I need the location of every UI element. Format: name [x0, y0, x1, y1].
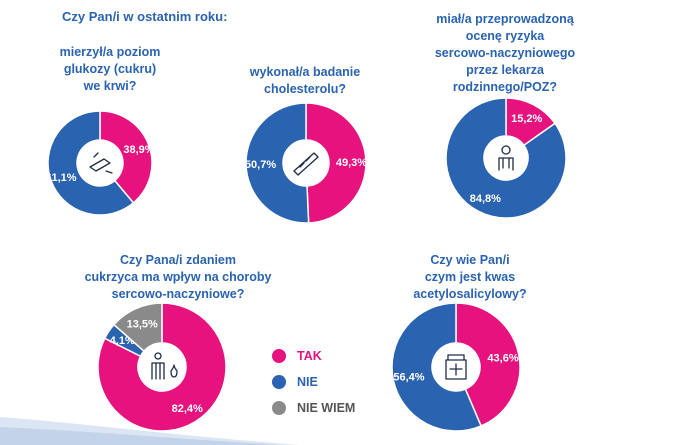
- question-2-title: wykonał/a badanie cholesterolu?: [249, 65, 361, 96]
- donut-slice-label: 43,6%: [487, 352, 518, 364]
- legend-label-tak: TAK: [297, 349, 322, 363]
- legend-label-nie-wiem: NIE WIEM: [297, 401, 356, 415]
- donut-center: [138, 343, 186, 391]
- glucose-meter-icon: [89, 152, 113, 174]
- donut-slice-label: 56,4%: [393, 372, 424, 384]
- legend-item-nie-wiem: NIE WIEM: [272, 395, 355, 421]
- question-3-title: miał/a przeprowadzoną ocenę ryzyka serco…: [434, 12, 576, 94]
- doctor-icon: [498, 145, 514, 171]
- donut-slice-label: 15,2%: [511, 113, 542, 125]
- donut-center: [77, 140, 123, 186]
- body-drop-icon: [151, 352, 178, 380]
- donut-center: [283, 140, 329, 186]
- donut-slice-label: 50,7%: [245, 159, 276, 171]
- legend-label-nie: NIE: [297, 375, 318, 389]
- legend-item-tak: TAK: [272, 343, 355, 369]
- legend-dot-tak: [272, 349, 286, 363]
- donut-slice-label: 13,5%: [127, 318, 158, 330]
- question-5-title: Czy wie Pan/i czym jest kwas acetylosali…: [413, 253, 527, 301]
- donut-slice-label: 84,8%: [470, 193, 501, 205]
- legend-item-nie: NIE: [272, 369, 355, 395]
- question-1-title: mierzył/a poziom glukozy (cukru) we krwi…: [59, 45, 161, 93]
- legend: TAK NIE NIE WIEM: [272, 343, 355, 421]
- donut-slice-label: 49,3%: [336, 157, 367, 169]
- pill-bottle-icon: [445, 354, 467, 380]
- donut-slice-label: 61,1%: [45, 172, 76, 184]
- header-title: Czy Pan/i w ostatnim roku:: [62, 9, 228, 24]
- donut-slice-label: 38,9%: [123, 144, 154, 156]
- decorative-swoosh: [0, 417, 300, 445]
- legend-dot-nie: [272, 375, 286, 389]
- test-tube-icon: [293, 152, 319, 176]
- question-4-title: Czy Pana/i zdaniem cukrzyca ma wpływ na …: [84, 253, 272, 301]
- legend-dot-nie-wiem: [272, 401, 286, 415]
- donut-slice-label: 82,4%: [172, 403, 203, 415]
